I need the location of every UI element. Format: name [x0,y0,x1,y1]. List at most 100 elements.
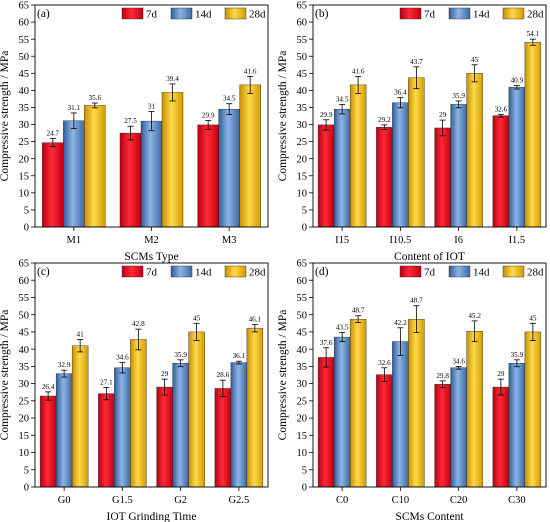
y-tick-label: 60 [297,276,308,287]
data-label: 42.2 [394,319,407,327]
x-axis-title: Content of IOT [394,251,465,263]
y-tick-label: 55 [19,293,30,304]
legend-label: 28d [527,267,544,279]
bar-28d [71,345,89,488]
bar-28d [524,42,542,228]
data-label: 34.6 [116,354,129,362]
y-tick-label: 5 [24,206,29,217]
y-tick-label: 15 [297,431,308,442]
bar-7d [492,115,510,228]
data-label: 45.2 [468,312,481,320]
plot-frame [312,262,547,488]
legend-swatch-28d [502,265,525,278]
data-label: 41 [77,331,85,339]
y-tick-label: 25 [19,137,30,148]
bar-28d [84,105,106,228]
y-tick-label: 60 [19,276,30,287]
y-tick-label: 45 [297,69,308,80]
bar-7d [214,388,232,488]
legend-label: 7d [424,267,436,279]
bar-7d [317,124,335,228]
data-label: 32.6 [495,105,508,113]
bar-14d [114,367,131,488]
bar-7d [376,127,393,228]
bar-28d [239,84,261,228]
bar-7d [39,395,57,488]
data-label: 39.4 [166,75,179,83]
x-tick-label: I10.5 [389,235,411,246]
y-tick-label: 25 [19,396,30,407]
data-label: 36.4 [394,89,407,97]
bar-28d [524,331,542,488]
chart-panel-1: 0 5 10 15 20 25 30 35 40 45 50 55 60 65 Compressive st… [277,1,547,263]
y-tick-label: 50 [19,310,30,321]
data-label: 48.7 [410,297,423,305]
bar-14d [333,336,351,488]
y-tick-label: 30 [19,379,30,390]
data-label: 31.1 [68,104,81,112]
bar-28d [246,327,264,488]
bar-14d [450,367,467,488]
legend-swatch-7d [121,7,144,20]
data-label: 29.8 [436,372,449,380]
y-tick-label: 50 [297,52,308,63]
data-label: 41.6 [352,67,365,75]
bar-7d [434,384,451,488]
data-label: 26.4 [42,383,55,391]
legend-label: 7d [424,9,436,21]
bar-14d [392,102,409,228]
bar-28d [188,331,205,488]
data-label: 45 [529,314,537,322]
y-tick-label: 20 [297,154,308,165]
y-tick-label: 65 [19,1,30,12]
bar-7d [376,374,393,488]
data-label: 31 [148,103,156,111]
panel-label: (b) [315,8,329,20]
y-tick-label: 0 [24,483,29,494]
bar-14d [55,373,73,488]
x-tick-label: I1.5 [509,235,526,246]
panel-label: (a) [37,8,50,20]
legend-label: 14d [473,267,490,279]
y-tick-label: 10 [297,188,308,199]
bar-7d [156,386,173,488]
y-tick-label: 65 [297,259,308,270]
legend-swatch-14d [170,7,193,20]
chart-panel-0: 0 5 10 15 20 25 30 35 40 45 50 55 60 65 Compressive st… [0,1,269,263]
y-tick-label: 35 [19,103,30,114]
data-label: 54.1 [527,30,540,38]
y-tick-label: 10 [19,188,30,199]
bar-7d [434,127,451,228]
bar-28d [408,318,425,488]
y-tick-label: 60 [19,18,30,29]
legend-swatch-14d [448,265,471,278]
y-tick-label: 35 [297,103,308,114]
panel-label: (c) [37,266,50,278]
data-label: 28.6 [217,371,230,379]
y-tick-label: 20 [297,414,308,425]
panel-label: (d) [315,266,329,278]
y-tick-label: 50 [19,52,30,63]
x-tick-label: I15 [335,235,349,246]
data-label: 34.5 [223,95,236,103]
y-axis-title: Compressive strength / MPa [0,310,11,441]
bar-14d [63,120,85,228]
y-tick-label: 10 [297,448,308,459]
data-label: 27.1 [100,378,113,386]
legend-swatch-28d [224,265,247,278]
y-tick-label: 40 [297,345,308,356]
y-tick-label: 40 [19,86,30,97]
legend-swatch-14d [170,265,193,278]
y-tick-label: 45 [19,328,30,339]
x-axis-title: IOT Grinding Time [107,511,197,522]
legend-label: 14d [473,9,490,21]
bar-14d [508,87,526,228]
bar-28d [161,92,184,228]
y-tick-label: 55 [297,293,308,304]
y-tick-label: 65 [19,259,30,270]
x-axis-title: SCMs Type [124,251,178,263]
y-tick-label: 60 [297,18,308,29]
legend-label: 7d [146,9,158,21]
y-axis-title: Compressive strength / MPa [277,310,289,441]
